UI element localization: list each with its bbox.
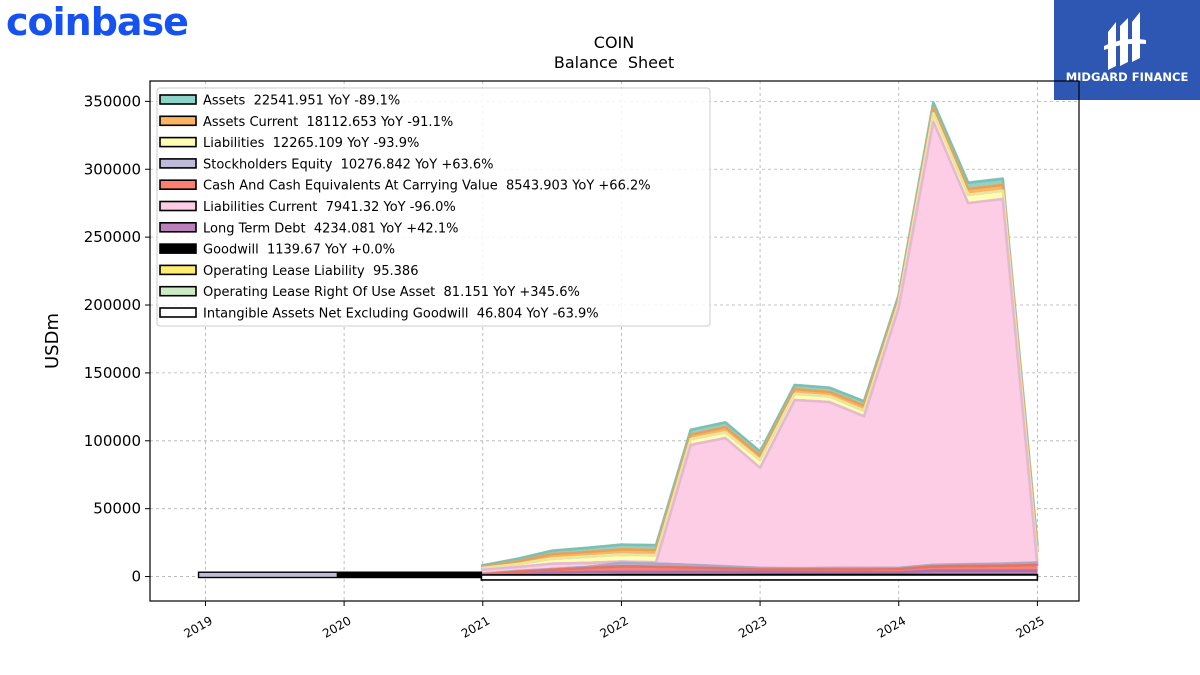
legend-swatch bbox=[159, 243, 197, 254]
legend-swatch bbox=[159, 158, 197, 169]
series-area-liabilities-current bbox=[481, 121, 1038, 577]
legend-label: Cash And Cash Equivalents At Carrying Va… bbox=[203, 179, 651, 194]
series-edge-long-term-debt bbox=[481, 569, 1038, 579]
legend-label: Stockholders Equity 10276.842 YoY +63.6% bbox=[203, 157, 494, 172]
legend-swatch bbox=[159, 94, 197, 105]
x-tick-label: 2024 bbox=[875, 613, 908, 640]
series-edge-liabilities-current bbox=[481, 120, 1039, 572]
y-tick-label: 50000 bbox=[93, 500, 141, 518]
series-layer bbox=[197, 101, 1039, 581]
y-tick-label: 350000 bbox=[84, 92, 141, 110]
legend-swatch bbox=[159, 285, 197, 297]
x-tick-label: 2025 bbox=[1013, 613, 1046, 640]
legend-swatch bbox=[159, 264, 197, 276]
series-edge-assets bbox=[481, 101, 1039, 568]
legend-label: Goodwill 1139.67 YoY +0.0% bbox=[203, 243, 395, 258]
x-tick-label: 2023 bbox=[736, 613, 769, 640]
series-edge-cash-and-cash-equivalents-at-carrying-value bbox=[481, 563, 1038, 576]
legend-label: Operating Lease Right Of Use Asset 81.15… bbox=[203, 285, 580, 300]
legend-swatch bbox=[159, 222, 197, 233]
legend-label: Operating Lease Liability 95.386 bbox=[203, 264, 418, 279]
midgard-logo-text: MIDGARD FINANCE bbox=[1065, 70, 1189, 84]
legend: Assets 22541.951 YoY -89.1% Assets Curren… bbox=[156, 87, 711, 327]
series-edge-liabilities bbox=[481, 112, 1039, 570]
y-axis-label: USDm bbox=[42, 313, 63, 369]
legend-label: Intangible Assets Net Excluding Goodwill… bbox=[203, 307, 599, 322]
chart-title: COIN bbox=[594, 33, 634, 52]
x-tick-label: 2019 bbox=[182, 613, 215, 640]
legend-swatch bbox=[159, 200, 197, 212]
series-edge-assets-current bbox=[481, 106, 1039, 569]
legend-label: Liabilities Current 7941.32 YoY -96.0% bbox=[203, 200, 456, 215]
legend-swatch bbox=[159, 307, 197, 318]
y-tick-label: 300000 bbox=[84, 160, 141, 178]
legend-box bbox=[156, 87, 711, 327]
legend-label: Liabilities 12265.109 YoY -93.9% bbox=[203, 136, 419, 151]
axis-ticks: 2019 2020 2021 2022 2023 2024 2025 0 50000 100000… bbox=[84, 92, 1047, 641]
y-tick-label: 200000 bbox=[84, 296, 141, 314]
x-tick-label: 2021 bbox=[459, 613, 492, 640]
y-tick-label: 0 bbox=[131, 568, 141, 586]
midgard-mark-icon bbox=[1104, 12, 1146, 70]
midgard-finance-logo: MIDGARD FINANCE bbox=[1054, 0, 1200, 100]
chart-subtitle: Balance Sheet bbox=[554, 53, 674, 72]
y-tick-label: 250000 bbox=[84, 228, 141, 246]
legend-swatch bbox=[159, 179, 197, 190]
y-tick-label: 150000 bbox=[84, 364, 141, 382]
x-tick-label: 2022 bbox=[597, 613, 630, 640]
series-band-intangible-assets bbox=[480, 574, 1039, 581]
legend-swatch bbox=[159, 115, 197, 127]
series-band-goodwill bbox=[336, 571, 482, 579]
legend-label: Long Term Debt 4234.081 YoY +42.1% bbox=[203, 221, 458, 236]
x-tick-label: 2020 bbox=[320, 613, 353, 640]
plot-frame bbox=[149, 80, 1080, 602]
legend-swatch bbox=[159, 136, 197, 148]
legend-label: Assets Current 18112.653 YoY -91.1% bbox=[203, 115, 453, 130]
y-tick-label: 100000 bbox=[84, 432, 141, 450]
legend-label: Assets 22541.951 YoY -89.1% bbox=[203, 94, 400, 109]
coinbase-logo: coinbase bbox=[6, 0, 189, 44]
